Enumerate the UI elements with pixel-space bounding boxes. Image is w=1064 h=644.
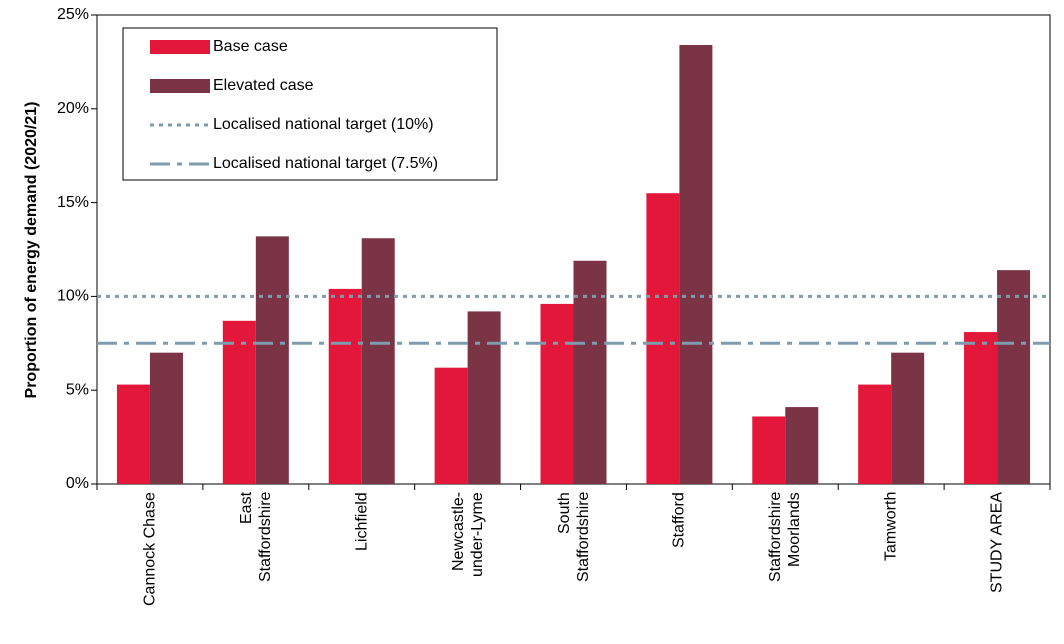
legend-swatch bbox=[150, 79, 210, 93]
bar bbox=[573, 260, 607, 484]
bar bbox=[222, 320, 256, 484]
legend-label: Elevated case bbox=[213, 77, 314, 94]
y-tick-label: 10% bbox=[57, 288, 89, 305]
x-tick-label: South Staffordshire bbox=[555, 492, 592, 583]
bar bbox=[679, 45, 713, 485]
x-tick-label: Tamworth bbox=[882, 492, 900, 562]
bar bbox=[149, 352, 183, 484]
bar bbox=[434, 367, 468, 484]
bar bbox=[116, 384, 150, 484]
y-tick-label: 25% bbox=[57, 6, 89, 23]
y-tick-label: 15% bbox=[57, 194, 89, 211]
bar bbox=[752, 416, 786, 484]
bar bbox=[785, 407, 819, 484]
x-tick-label: Stafford bbox=[670, 492, 688, 548]
legend-label: Localised national target (10%) bbox=[213, 116, 434, 133]
bar bbox=[467, 311, 501, 484]
x-tick-label: Newcastle- under-Lyme bbox=[449, 492, 486, 577]
x-tick-label: Cannock Chase bbox=[141, 492, 159, 606]
bar bbox=[858, 384, 892, 484]
x-tick-label: Staffordshire Moorlands bbox=[767, 492, 804, 583]
x-tick-label: East Staffordshire bbox=[237, 492, 274, 583]
bar bbox=[646, 193, 680, 484]
x-tick-label: STUDY AREA bbox=[988, 492, 1006, 594]
y-axis-title: Proportion of energy demand (2020/21) bbox=[23, 102, 40, 399]
y-tick-label: 20% bbox=[57, 100, 89, 117]
bar bbox=[997, 270, 1031, 484]
bar bbox=[540, 303, 574, 484]
legend-label: Base case bbox=[213, 38, 288, 55]
legend-swatch bbox=[150, 40, 210, 54]
y-tick-label: 5% bbox=[66, 381, 89, 398]
bar bbox=[255, 236, 289, 484]
legend-label: Localised national target (7.5%) bbox=[213, 155, 438, 172]
x-tick-label: Lichfield bbox=[353, 492, 371, 551]
bar bbox=[891, 352, 925, 484]
bar bbox=[361, 238, 395, 484]
y-tick-label: 0% bbox=[66, 475, 89, 492]
bar bbox=[964, 332, 998, 484]
bar bbox=[328, 288, 362, 484]
